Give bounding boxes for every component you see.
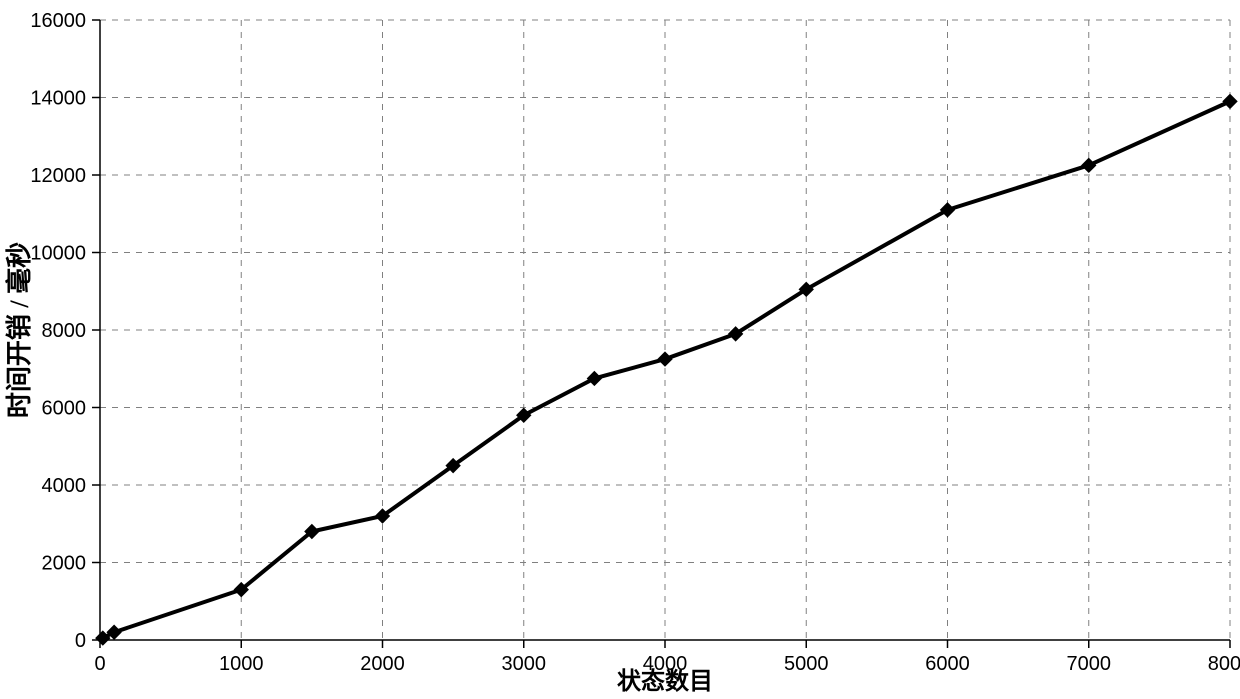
y-tick-label: 6000 xyxy=(42,398,87,420)
line-chart: 0100020003000400050006000700080000200040… xyxy=(0,0,1240,699)
y-tick-label: 10000 xyxy=(30,243,86,265)
x-tick-label: 3000 xyxy=(502,653,547,675)
x-tick-label: 0 xyxy=(94,653,105,675)
x-tick-label: 7000 xyxy=(1067,653,1112,675)
x-tick-label: 8000 xyxy=(1208,653,1240,675)
y-tick-label: 8000 xyxy=(42,320,87,342)
y-tick-label: 16000 xyxy=(30,10,86,32)
x-tick-label: 6000 xyxy=(925,653,970,675)
x-tick-label: 2000 xyxy=(360,653,405,675)
chart-svg: 0100020003000400050006000700080000200040… xyxy=(0,0,1240,699)
x-axis-title: 状态数目 xyxy=(617,667,713,695)
y-axis-title: 时间开销 / 毫秒 xyxy=(4,242,34,418)
y-tick-label: 0 xyxy=(75,630,86,652)
y-tick-label: 4000 xyxy=(42,475,87,497)
y-tick-label: 14000 xyxy=(30,88,86,110)
y-tick-label: 2000 xyxy=(42,553,87,575)
x-tick-label: 1000 xyxy=(219,653,264,675)
chart-background xyxy=(0,0,1240,699)
y-tick-label: 12000 xyxy=(30,165,86,187)
x-tick-label: 5000 xyxy=(784,653,829,675)
